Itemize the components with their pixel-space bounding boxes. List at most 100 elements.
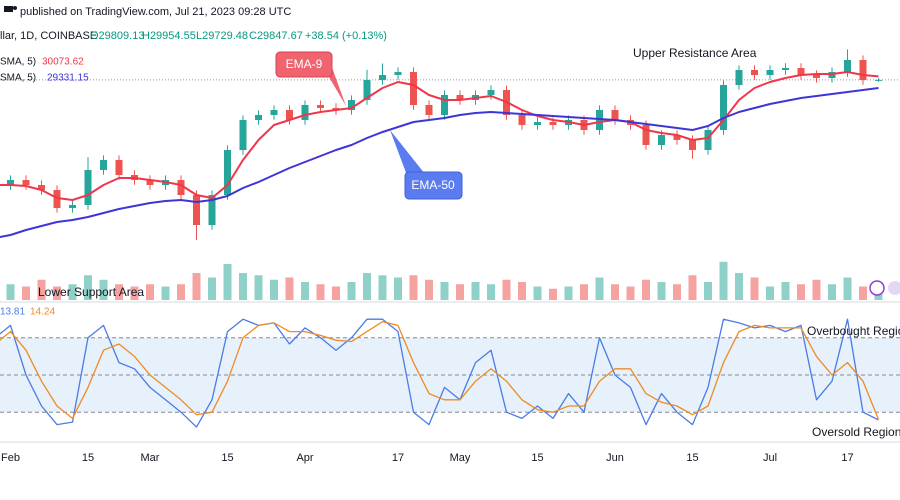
candle-body — [689, 140, 696, 150]
legend-open: O29809.13 — [90, 30, 144, 42]
candle-body — [224, 150, 231, 195]
candle-body — [766, 70, 774, 75]
volume-bar — [797, 284, 805, 300]
candle-body — [301, 105, 309, 120]
volume-bar — [812, 279, 821, 300]
candle-body — [658, 135, 665, 145]
candle-body — [286, 110, 293, 120]
stoch-line — [0, 321, 880, 420]
volume-bar — [270, 279, 278, 300]
volume-bar — [456, 284, 464, 300]
legend-symbol: llar, 1D, COINBASE — [0, 30, 97, 42]
legend-change: +38.54 (+0.13%) — [305, 30, 387, 42]
x-tick-label: Jul — [763, 452, 777, 464]
x-tick-label: 15 — [221, 452, 233, 464]
candle-body — [441, 95, 448, 115]
volume-bar — [285, 277, 294, 300]
published-note: published on TradingView.com, Jul 21, 20… — [20, 6, 291, 18]
candle-body — [751, 70, 758, 75]
legend-ema50-value: 29331.15 — [47, 73, 89, 84]
x-tick-label: 17 — [392, 452, 404, 464]
stoch-line — [0, 318, 879, 428]
candle-body — [549, 122, 557, 125]
candle-body — [611, 110, 619, 120]
volume-bar — [626, 286, 635, 300]
volume-bar — [750, 277, 759, 300]
legend-ema9-name: SMA, 5) — [0, 57, 36, 68]
ema-line — [0, 71, 879, 201]
candle-body — [875, 79, 882, 81]
legend-ema50-name: SMA, 5) — [0, 73, 36, 84]
x-tick-label: 15 — [82, 452, 94, 464]
volume-bar — [471, 282, 480, 300]
candle-body — [317, 105, 324, 108]
candle-body — [363, 80, 371, 100]
plot: Feb 15 Mar 15 Apr 17 May 15 Jun 15 Jul 17 — [0, 49, 900, 464]
x-tick-label: Feb — [1, 452, 20, 464]
volume-bar — [378, 275, 387, 300]
volume-bar — [115, 284, 123, 300]
volume-bar — [409, 275, 418, 300]
ema-line — [0, 86, 879, 239]
candle-body — [69, 205, 76, 208]
volume-bar — [595, 277, 604, 300]
candle-body — [255, 115, 262, 120]
volume-bar — [84, 275, 92, 300]
candle-body — [394, 72, 402, 75]
volume-bar — [642, 279, 650, 300]
candle-body — [177, 180, 185, 195]
volume-bar — [580, 284, 588, 300]
volume-bar — [688, 275, 697, 300]
volume-bar — [735, 273, 743, 300]
volume-bar — [301, 282, 309, 300]
x-tick-label: May — [450, 452, 471, 464]
volume-bar — [549, 288, 557, 300]
x-tick-label: Jun — [606, 452, 624, 464]
candle-body — [100, 160, 107, 170]
volume-bar — [161, 286, 170, 300]
candle-body — [673, 135, 681, 140]
ema50-callout: EMA-50 — [390, 130, 463, 200]
volume-bar — [704, 282, 712, 300]
volume-bar — [6, 284, 15, 300]
annotation: Upper Resistance Area — [633, 46, 757, 60]
x-tick-label: 15 — [531, 452, 543, 464]
candle-body — [410, 72, 417, 105]
volume-bar — [239, 273, 247, 300]
volume-bar — [208, 277, 216, 300]
candle-body — [518, 115, 526, 125]
legend-close: C29847.67 — [249, 30, 303, 42]
volume-bar — [332, 286, 340, 300]
candle-body — [735, 70, 743, 85]
candle-body — [642, 125, 650, 145]
candle-body — [208, 195, 216, 225]
volume-bar — [177, 284, 185, 300]
x-tick-label: Mar — [141, 452, 160, 464]
volume-bar — [316, 284, 325, 300]
candle-body — [270, 110, 278, 115]
legend-low: L29729.48 — [196, 30, 248, 42]
candle-body — [239, 120, 247, 150]
volume-bar — [22, 286, 30, 300]
candle-body — [84, 170, 92, 205]
candle-body — [193, 195, 200, 225]
volume-bar — [223, 264, 232, 300]
toolbar-icons[interactable] — [869, 280, 900, 296]
volume-bar — [37, 279, 46, 300]
volume-bar — [828, 284, 836, 300]
volume-bar — [192, 273, 201, 300]
volume-bar — [533, 286, 542, 300]
volume-bar — [487, 284, 495, 300]
x-tick-label: Apr — [296, 452, 313, 464]
volume-bar — [657, 282, 666, 300]
volume-bar — [518, 282, 526, 300]
annotation: EMA-9 — [286, 57, 323, 71]
legend-d-value: 14.24 — [30, 307, 55, 318]
candle-body — [859, 60, 867, 80]
ema9-callout: EMA-9 — [275, 51, 346, 106]
candle-body — [782, 67, 789, 70]
candle-body — [534, 122, 541, 125]
candle-body — [22, 180, 30, 185]
candle-body — [797, 67, 805, 75]
